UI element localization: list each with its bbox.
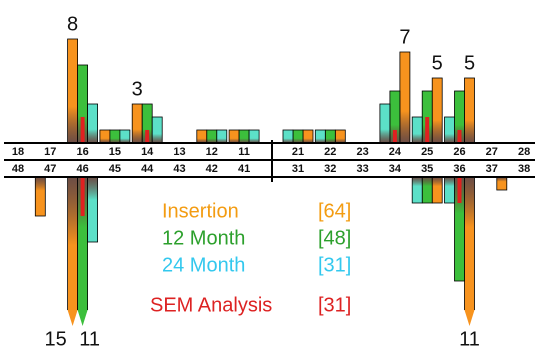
bar bbox=[444, 116, 455, 144]
value-label: 11 bbox=[459, 328, 480, 350]
sem-bar bbox=[425, 117, 430, 143]
tooth-number: 14 bbox=[141, 146, 154, 158]
bar bbox=[206, 129, 218, 144]
tooth-number: 45 bbox=[109, 163, 121, 175]
tooth-number: 23 bbox=[356, 146, 368, 158]
legend-count: [64] bbox=[318, 200, 351, 222]
tooth-number: 27 bbox=[486, 146, 498, 158]
bar bbox=[67, 38, 78, 144]
value-label: 8 bbox=[67, 13, 78, 35]
legend-count: [48] bbox=[318, 227, 351, 249]
tooth-number: 15 bbox=[109, 146, 121, 158]
bar bbox=[238, 129, 250, 144]
tooth-number: 31 bbox=[292, 163, 304, 175]
tooth-number: 47 bbox=[44, 163, 56, 175]
tooth-number: 33 bbox=[356, 163, 368, 175]
tooth-number: 46 bbox=[76, 163, 88, 175]
tooth-strip: 18 17 16 15 14 13 12 11 21 22 23 24 25 26 27 28 48 47 46 45… bbox=[4, 140, 535, 182]
value-label: 3 bbox=[132, 78, 143, 100]
bar bbox=[151, 116, 163, 144]
tooth-number: 38 bbox=[518, 163, 530, 175]
overflow-arrow bbox=[77, 310, 88, 326]
bar bbox=[454, 177, 465, 282]
tooth-number: 18 bbox=[12, 146, 24, 158]
tooth-number: 36 bbox=[453, 163, 465, 175]
tooth-number: 25 bbox=[421, 146, 433, 158]
sem-bar bbox=[80, 177, 85, 216]
tooth-number: 48 bbox=[12, 163, 24, 175]
bar bbox=[464, 177, 475, 310]
bar bbox=[411, 116, 423, 144]
bar bbox=[399, 51, 411, 144]
overflow-arrow bbox=[464, 310, 475, 326]
sem-bar bbox=[145, 130, 150, 143]
bar bbox=[411, 177, 423, 204]
bar bbox=[228, 129, 240, 144]
bar bbox=[324, 129, 336, 144]
bar bbox=[444, 177, 455, 204]
legend-count: [31] bbox=[318, 254, 351, 276]
bar bbox=[464, 77, 475, 144]
value-label: 15 bbox=[44, 328, 66, 350]
sem-bar bbox=[392, 130, 397, 143]
tooth-number: 16 bbox=[76, 146, 88, 158]
legend-name: 12 Month bbox=[162, 227, 245, 249]
bar bbox=[334, 129, 346, 144]
sem-bar bbox=[457, 130, 462, 143]
value-label: 7 bbox=[399, 26, 410, 48]
tooth-number: 12 bbox=[206, 146, 218, 158]
value-label: 5 bbox=[432, 52, 443, 74]
tooth-number: 21 bbox=[292, 146, 304, 158]
tooth-number: 35 bbox=[421, 163, 433, 175]
bar bbox=[302, 129, 314, 144]
value-label: 11 bbox=[79, 328, 100, 350]
tooth-number: 42 bbox=[206, 163, 218, 175]
bar bbox=[216, 129, 228, 144]
tooth-number: 24 bbox=[389, 146, 402, 158]
bar bbox=[119, 129, 131, 144]
sem-bar bbox=[80, 117, 85, 143]
legend-name: SEM Analysis bbox=[150, 294, 272, 316]
tooth-number: 37 bbox=[486, 163, 498, 175]
tooth-number: 32 bbox=[324, 163, 336, 175]
bar bbox=[34, 177, 46, 217]
tooth-number: 43 bbox=[173, 163, 185, 175]
tooth-number: 41 bbox=[238, 163, 250, 175]
bar bbox=[431, 177, 443, 204]
legend-count: [31] bbox=[318, 294, 351, 316]
bar bbox=[131, 103, 143, 144]
bar bbox=[496, 177, 508, 191]
value-label: 5 bbox=[464, 52, 475, 74]
bar bbox=[196, 129, 208, 144]
tooth-number: 34 bbox=[389, 163, 402, 175]
tooth-number: 26 bbox=[453, 146, 465, 158]
legend-name: 24 Month bbox=[162, 254, 245, 276]
tooth-number: 44 bbox=[141, 163, 154, 175]
legend-name: Insertion bbox=[162, 200, 239, 222]
bar bbox=[67, 177, 78, 310]
bar bbox=[99, 129, 111, 144]
bar bbox=[282, 129, 294, 144]
bars bbox=[34, 38, 508, 326]
tooth-number: 13 bbox=[173, 146, 185, 158]
bar bbox=[431, 77, 443, 144]
sem-bar bbox=[457, 177, 462, 203]
tooth-number: 22 bbox=[324, 146, 336, 158]
bar bbox=[421, 177, 433, 204]
bar bbox=[248, 129, 260, 144]
overflow-arrow bbox=[67, 310, 78, 326]
bar bbox=[292, 129, 304, 144]
tooth-number: 17 bbox=[44, 146, 56, 158]
bar bbox=[109, 129, 121, 144]
lower-bars bbox=[34, 177, 508, 310]
tooth-number: 11 bbox=[238, 146, 250, 158]
bar bbox=[87, 103, 98, 144]
bar bbox=[314, 129, 326, 144]
bar bbox=[379, 103, 391, 144]
tooth-number: 28 bbox=[518, 146, 530, 158]
bar bbox=[87, 177, 98, 243]
bar bbox=[77, 177, 88, 310]
